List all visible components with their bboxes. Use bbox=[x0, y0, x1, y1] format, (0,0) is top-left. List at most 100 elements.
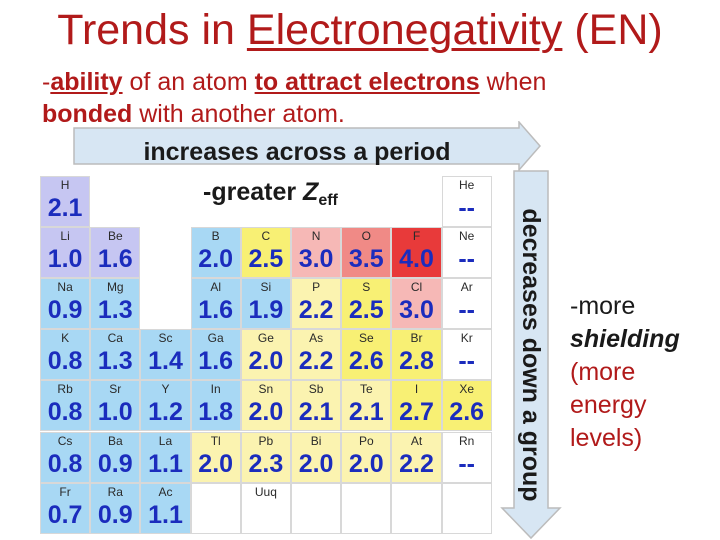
element-cell-pb: Pb 2.3 bbox=[240, 431, 291, 483]
element-cell-in: In 1.8 bbox=[190, 380, 241, 432]
arrow-right-icon bbox=[73, 121, 541, 171]
definition-bonded: bonded bbox=[42, 100, 133, 128]
element-en-value: 2.6 bbox=[348, 347, 384, 376]
title-prefix: Trends in bbox=[57, 6, 247, 54]
element-symbol: Y bbox=[161, 382, 170, 397]
element-cell-ba: Ba 0.9 bbox=[90, 431, 141, 483]
definition-ability: ability bbox=[50, 68, 123, 96]
element-symbol: Si bbox=[260, 280, 272, 295]
element-symbol: Rn bbox=[459, 433, 475, 448]
element-symbol: Ca bbox=[107, 331, 123, 346]
element-symbol: Uuq bbox=[254, 484, 277, 499]
definition-end: with another atom. bbox=[132, 100, 345, 128]
element-cell-rn: Rn -- bbox=[441, 431, 492, 483]
element-cell-he: He -- bbox=[441, 176, 492, 228]
definition-when: when bbox=[479, 68, 547, 96]
element-symbol: Xe bbox=[459, 382, 475, 397]
side-note-line3: (more energy levels) bbox=[570, 358, 647, 452]
element-en-value: 2.0 bbox=[348, 449, 384, 478]
definition-attract: to attract electrons bbox=[254, 68, 480, 96]
element-en-value: 3.5 bbox=[348, 245, 384, 274]
element-en-value: 2.3 bbox=[248, 449, 284, 478]
element-cell-ne: Ne -- bbox=[441, 227, 492, 279]
element-cell-ca: Ca 1.3 bbox=[90, 329, 141, 381]
element-en-value: -- bbox=[458, 245, 476, 274]
element-cell-o: O 3.5 bbox=[341, 227, 392, 279]
title-keyword: Electronegativity bbox=[246, 6, 563, 54]
element-symbol: Fr bbox=[59, 484, 71, 499]
element-cell-al: Al 1.6 bbox=[190, 278, 241, 330]
element-symbol: Tl bbox=[210, 433, 221, 448]
element-cell-br: Br 2.8 bbox=[391, 329, 442, 381]
element-en-value: 0.9 bbox=[47, 296, 83, 325]
zeff-label: -greater Zeff bbox=[203, 178, 338, 210]
element-symbol: Ne bbox=[459, 229, 475, 244]
element-en-value: -- bbox=[458, 449, 476, 478]
element-symbol: C bbox=[261, 229, 271, 244]
element-symbol: B bbox=[211, 229, 220, 244]
element-en-value: 1.6 bbox=[198, 296, 234, 325]
element-cell-si: Si 1.9 bbox=[240, 278, 291, 330]
definition-text: -ability of an atom to attract electrons… bbox=[42, 66, 682, 130]
table-empty-cell bbox=[391, 482, 442, 534]
element-symbol: Sc bbox=[158, 331, 173, 346]
element-symbol: Ar bbox=[460, 280, 473, 295]
table-empty-cell bbox=[341, 482, 392, 534]
element-cell-ge: Ge 2.0 bbox=[240, 329, 291, 381]
element-symbol: Kr bbox=[460, 331, 473, 346]
element-cell-kr: Kr -- bbox=[441, 329, 492, 381]
element-en-value: 2.0 bbox=[298, 449, 334, 478]
page-title: Trends in Electronegativity (EN) bbox=[0, 6, 720, 55]
element-en-value: 2.1 bbox=[298, 398, 334, 427]
element-cell-xe: Xe 2.6 bbox=[441, 380, 492, 432]
element-symbol: Be bbox=[107, 229, 123, 244]
element-cell-b: B 2.0 bbox=[190, 227, 241, 279]
element-symbol: Te bbox=[359, 382, 373, 397]
element-symbol: Al bbox=[210, 280, 222, 295]
element-en-value: 0.9 bbox=[97, 500, 133, 529]
table-empty-cell bbox=[190, 482, 241, 534]
element-en-value: -- bbox=[458, 296, 476, 325]
table-empty-cell bbox=[291, 482, 342, 534]
element-cell-cl: Cl 3.0 bbox=[391, 278, 442, 330]
element-symbol: O bbox=[361, 229, 371, 244]
element-symbol: Mg bbox=[106, 280, 124, 295]
element-cell-sn: Sn 2.0 bbox=[240, 380, 291, 432]
element-cell-ac: Ac 1.1 bbox=[140, 482, 191, 534]
element-symbol: Ge bbox=[257, 331, 274, 346]
element-en-value: 1.1 bbox=[148, 500, 183, 529]
element-symbol: P bbox=[312, 280, 321, 295]
element-en-value: 1.2 bbox=[148, 398, 183, 427]
element-cell-s: S 2.5 bbox=[341, 278, 392, 330]
element-cell-te: Te 2.1 bbox=[341, 380, 392, 432]
element-en-value: 1.1 bbox=[148, 449, 183, 478]
element-cell-sc: Sc 1.4 bbox=[140, 329, 191, 381]
element-cell-tl: Tl 2.0 bbox=[190, 431, 241, 483]
element-symbol: N bbox=[311, 229, 321, 244]
element-symbol: Bi bbox=[310, 433, 322, 448]
element-en-value: 1.4 bbox=[148, 347, 183, 376]
element-symbol: Ra bbox=[107, 484, 123, 499]
definition-dash: - bbox=[42, 68, 51, 96]
element-cell-sr: Sr 1.0 bbox=[90, 380, 141, 432]
element-en-value: 2.8 bbox=[399, 347, 434, 376]
element-en-value: -- bbox=[458, 194, 476, 222]
arrow-down-icon bbox=[500, 170, 562, 540]
element-symbol: Sn bbox=[258, 382, 274, 397]
element-symbol: Br bbox=[410, 331, 423, 346]
element-symbol: K bbox=[61, 331, 70, 346]
element-cell-se: Se 2.6 bbox=[341, 329, 392, 381]
element-cell-k: K 0.8 bbox=[40, 329, 91, 381]
element-en-value: 0.9 bbox=[97, 449, 133, 478]
element-en-value: 0.8 bbox=[47, 398, 83, 427]
element-cell-sb: Sb 2.1 bbox=[291, 380, 342, 432]
element-en-value: 2.1 bbox=[348, 398, 384, 427]
arrow-down-shape bbox=[500, 170, 562, 540]
title-suffix: (EN) bbox=[562, 6, 663, 54]
element-en-value: 2.2 bbox=[298, 347, 334, 376]
element-symbol: Ba bbox=[107, 433, 123, 448]
element-cell-na: Na 0.9 bbox=[40, 278, 91, 330]
element-en-value: 1.6 bbox=[97, 245, 133, 274]
element-symbol: H bbox=[60, 178, 70, 192]
element-symbol: He bbox=[459, 178, 475, 192]
